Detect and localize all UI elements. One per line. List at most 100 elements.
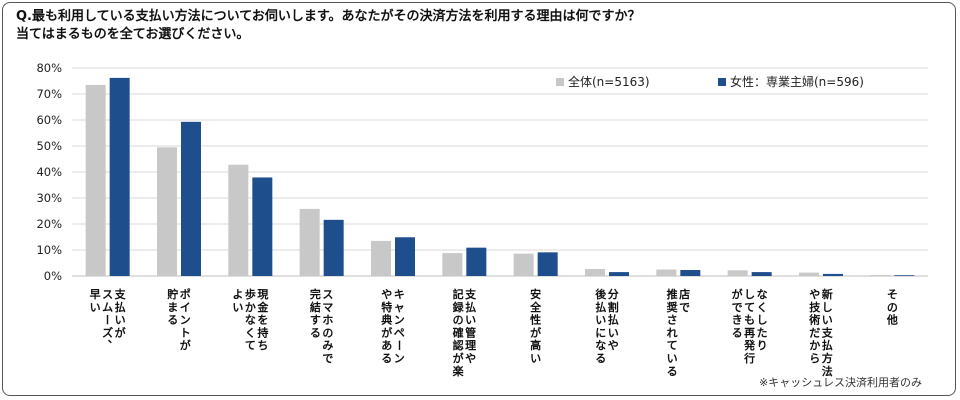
category-label-char: そ: [887, 288, 898, 301]
bar-overall: [513, 253, 534, 276]
category-label-char: く: [245, 326, 256, 339]
category-label-char: れ: [667, 326, 678, 339]
category-label-char: ン: [180, 314, 191, 327]
category-label-char: 払: [822, 338, 833, 352]
bar-overall: [228, 164, 249, 276]
bar-overall: [656, 269, 677, 276]
category-label-char: し: [822, 301, 833, 314]
bar-overall: [299, 208, 320, 276]
category-label-char: の: [453, 314, 464, 327]
category-label-char: 特: [381, 300, 392, 314]
category-label-char: ャ: [394, 301, 405, 314]
category-label-char: 金: [256, 300, 269, 314]
category-label-char: 結: [310, 300, 321, 314]
bar-housewife: [323, 219, 344, 276]
category-label-char: る: [167, 314, 178, 327]
y-tick-label: 30%: [36, 191, 62, 205]
category-label-char: で: [679, 301, 690, 314]
category-label-char: 払: [115, 300, 126, 314]
category-label-char: い: [232, 301, 243, 314]
category-label-char: 、: [108, 332, 119, 345]
category-label-char: 性: [530, 313, 541, 327]
category-label-char: 他: [886, 313, 898, 327]
bar-housewife: [823, 273, 843, 276]
bar-housewife: [395, 237, 415, 276]
bar-housewife: [252, 177, 273, 276]
y-axis-ticks: 0% 10% 20% 30% 40% 50% 60% 70% 80%: [36, 61, 62, 283]
category-label-char: ト: [180, 326, 191, 339]
bar-overall: [371, 240, 391, 276]
bar-housewife: [466, 247, 487, 276]
category-label-char: り: [757, 339, 768, 352]
category-label-char: ま: [167, 301, 178, 314]
category-label-char: が: [453, 351, 464, 365]
legend-swatch: [556, 78, 564, 86]
category-label-char: い: [115, 314, 126, 327]
category-label-char: 貯: [167, 287, 178, 301]
category-label-char: か: [809, 339, 820, 352]
category-label-char: が: [115, 325, 126, 339]
category-label-char: 分: [608, 287, 619, 301]
category-label-char: や: [809, 288, 820, 301]
category-label-char: て: [667, 339, 678, 352]
category-label-char: 安: [530, 287, 541, 301]
y-tick-label: 60%: [36, 113, 62, 127]
category-label-char: ホ: [322, 314, 333, 327]
category-label-char: 認: [453, 338, 464, 352]
category-label-char: い: [595, 314, 606, 327]
category-label-char: マ: [322, 301, 333, 314]
category-label-char: ン: [394, 352, 405, 365]
bar-overall: [870, 274, 891, 276]
category-label-char: さ: [667, 314, 678, 327]
category-label-char: 奨: [666, 300, 679, 314]
category-label-char: 払: [465, 300, 476, 314]
category-label-char: 持: [257, 325, 268, 339]
category-label-char: 払: [595, 300, 606, 314]
category-label-char: よ: [232, 288, 243, 301]
category-label-char: 技: [809, 300, 821, 314]
bar-housewife: [109, 77, 130, 276]
category-label-char: イ: [180, 301, 191, 314]
bar-housewife: [609, 272, 629, 276]
y-tick-label: 70%: [36, 87, 62, 101]
bar-overall: [727, 270, 748, 276]
legend: 全体(n=5163) 女性：専業主婦(n=596): [556, 74, 864, 89]
legend-label: 女性：専業主婦(n=596): [730, 74, 864, 89]
y-tick-label: 50%: [36, 139, 62, 153]
bars: [85, 77, 915, 277]
category-label-char: な: [245, 314, 256, 327]
category-label-char: て: [744, 301, 755, 314]
category-label-char: 発: [743, 338, 756, 352]
category-label-char: 法: [822, 364, 833, 378]
category-label-char: い: [90, 301, 101, 314]
bar-overall: [157, 147, 177, 276]
y-tick-label: 40%: [36, 165, 62, 179]
category-label-char: 支: [821, 325, 834, 339]
category-label-char: ー: [101, 314, 114, 325]
category-label-char: い: [667, 352, 678, 365]
category-label-char: 全: [529, 300, 542, 314]
bar-housewife: [181, 121, 201, 276]
category-label-char: が: [530, 325, 541, 339]
category-label-char: み: [322, 339, 333, 352]
category-label-char: 録: [453, 300, 465, 314]
category-label-char: や: [465, 352, 476, 365]
bar-overall: [585, 268, 605, 276]
bar-housewife: [537, 252, 558, 276]
category-label-char: で: [322, 352, 333, 365]
category-label-char: 楽: [452, 364, 465, 378]
bar-overall: [85, 84, 106, 277]
bar-housewife: [751, 272, 772, 276]
category-label-char: ペ: [394, 326, 405, 339]
footnote: ※キャッシュレス決済利用者のみ: [759, 376, 922, 389]
category-label-char: し: [757, 314, 768, 327]
bar-housewife: [680, 270, 701, 276]
bar-overall: [799, 272, 819, 276]
category-label-char: 支: [114, 287, 127, 301]
question-line-1: Q.最も利用している支払い方法についてお伺いします。あなたがその決済方法を利用す…: [16, 9, 641, 24]
